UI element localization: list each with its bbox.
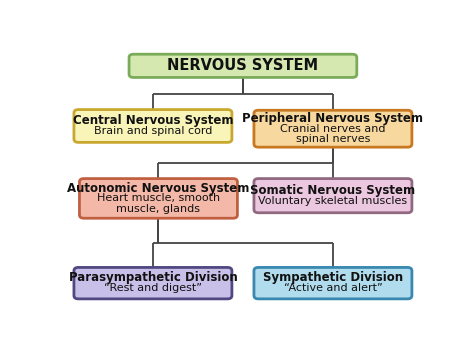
Text: Brain and spinal cord: Brain and spinal cord: [94, 126, 212, 136]
Text: Autonomic Nervous System: Autonomic Nervous System: [67, 181, 250, 195]
Text: Central Nervous System: Central Nervous System: [73, 114, 233, 127]
Text: muscle, glands: muscle, glands: [117, 204, 201, 214]
FancyBboxPatch shape: [74, 267, 232, 299]
FancyBboxPatch shape: [129, 54, 357, 77]
Text: spinal nerves: spinal nerves: [296, 134, 370, 144]
Text: Sympathetic Division: Sympathetic Division: [263, 272, 403, 284]
Text: “Rest and digest”: “Rest and digest”: [104, 283, 202, 293]
Text: Somatic Nervous System: Somatic Nervous System: [250, 184, 416, 197]
Text: NERVOUS SYSTEM: NERVOUS SYSTEM: [167, 58, 319, 73]
Text: Voluntary skeletal muscles: Voluntary skeletal muscles: [258, 196, 408, 206]
Text: Cranial nerves and: Cranial nerves and: [280, 124, 386, 134]
FancyBboxPatch shape: [74, 110, 232, 142]
FancyBboxPatch shape: [254, 267, 412, 299]
Text: Parasympathetic Division: Parasympathetic Division: [69, 272, 237, 284]
Text: Peripheral Nervous System: Peripheral Nervous System: [242, 112, 423, 125]
FancyBboxPatch shape: [254, 179, 412, 213]
FancyBboxPatch shape: [80, 179, 237, 218]
FancyBboxPatch shape: [254, 110, 412, 147]
Text: “Active and alert”: “Active and alert”: [283, 283, 383, 293]
Text: Heart muscle, smooth: Heart muscle, smooth: [97, 193, 220, 203]
